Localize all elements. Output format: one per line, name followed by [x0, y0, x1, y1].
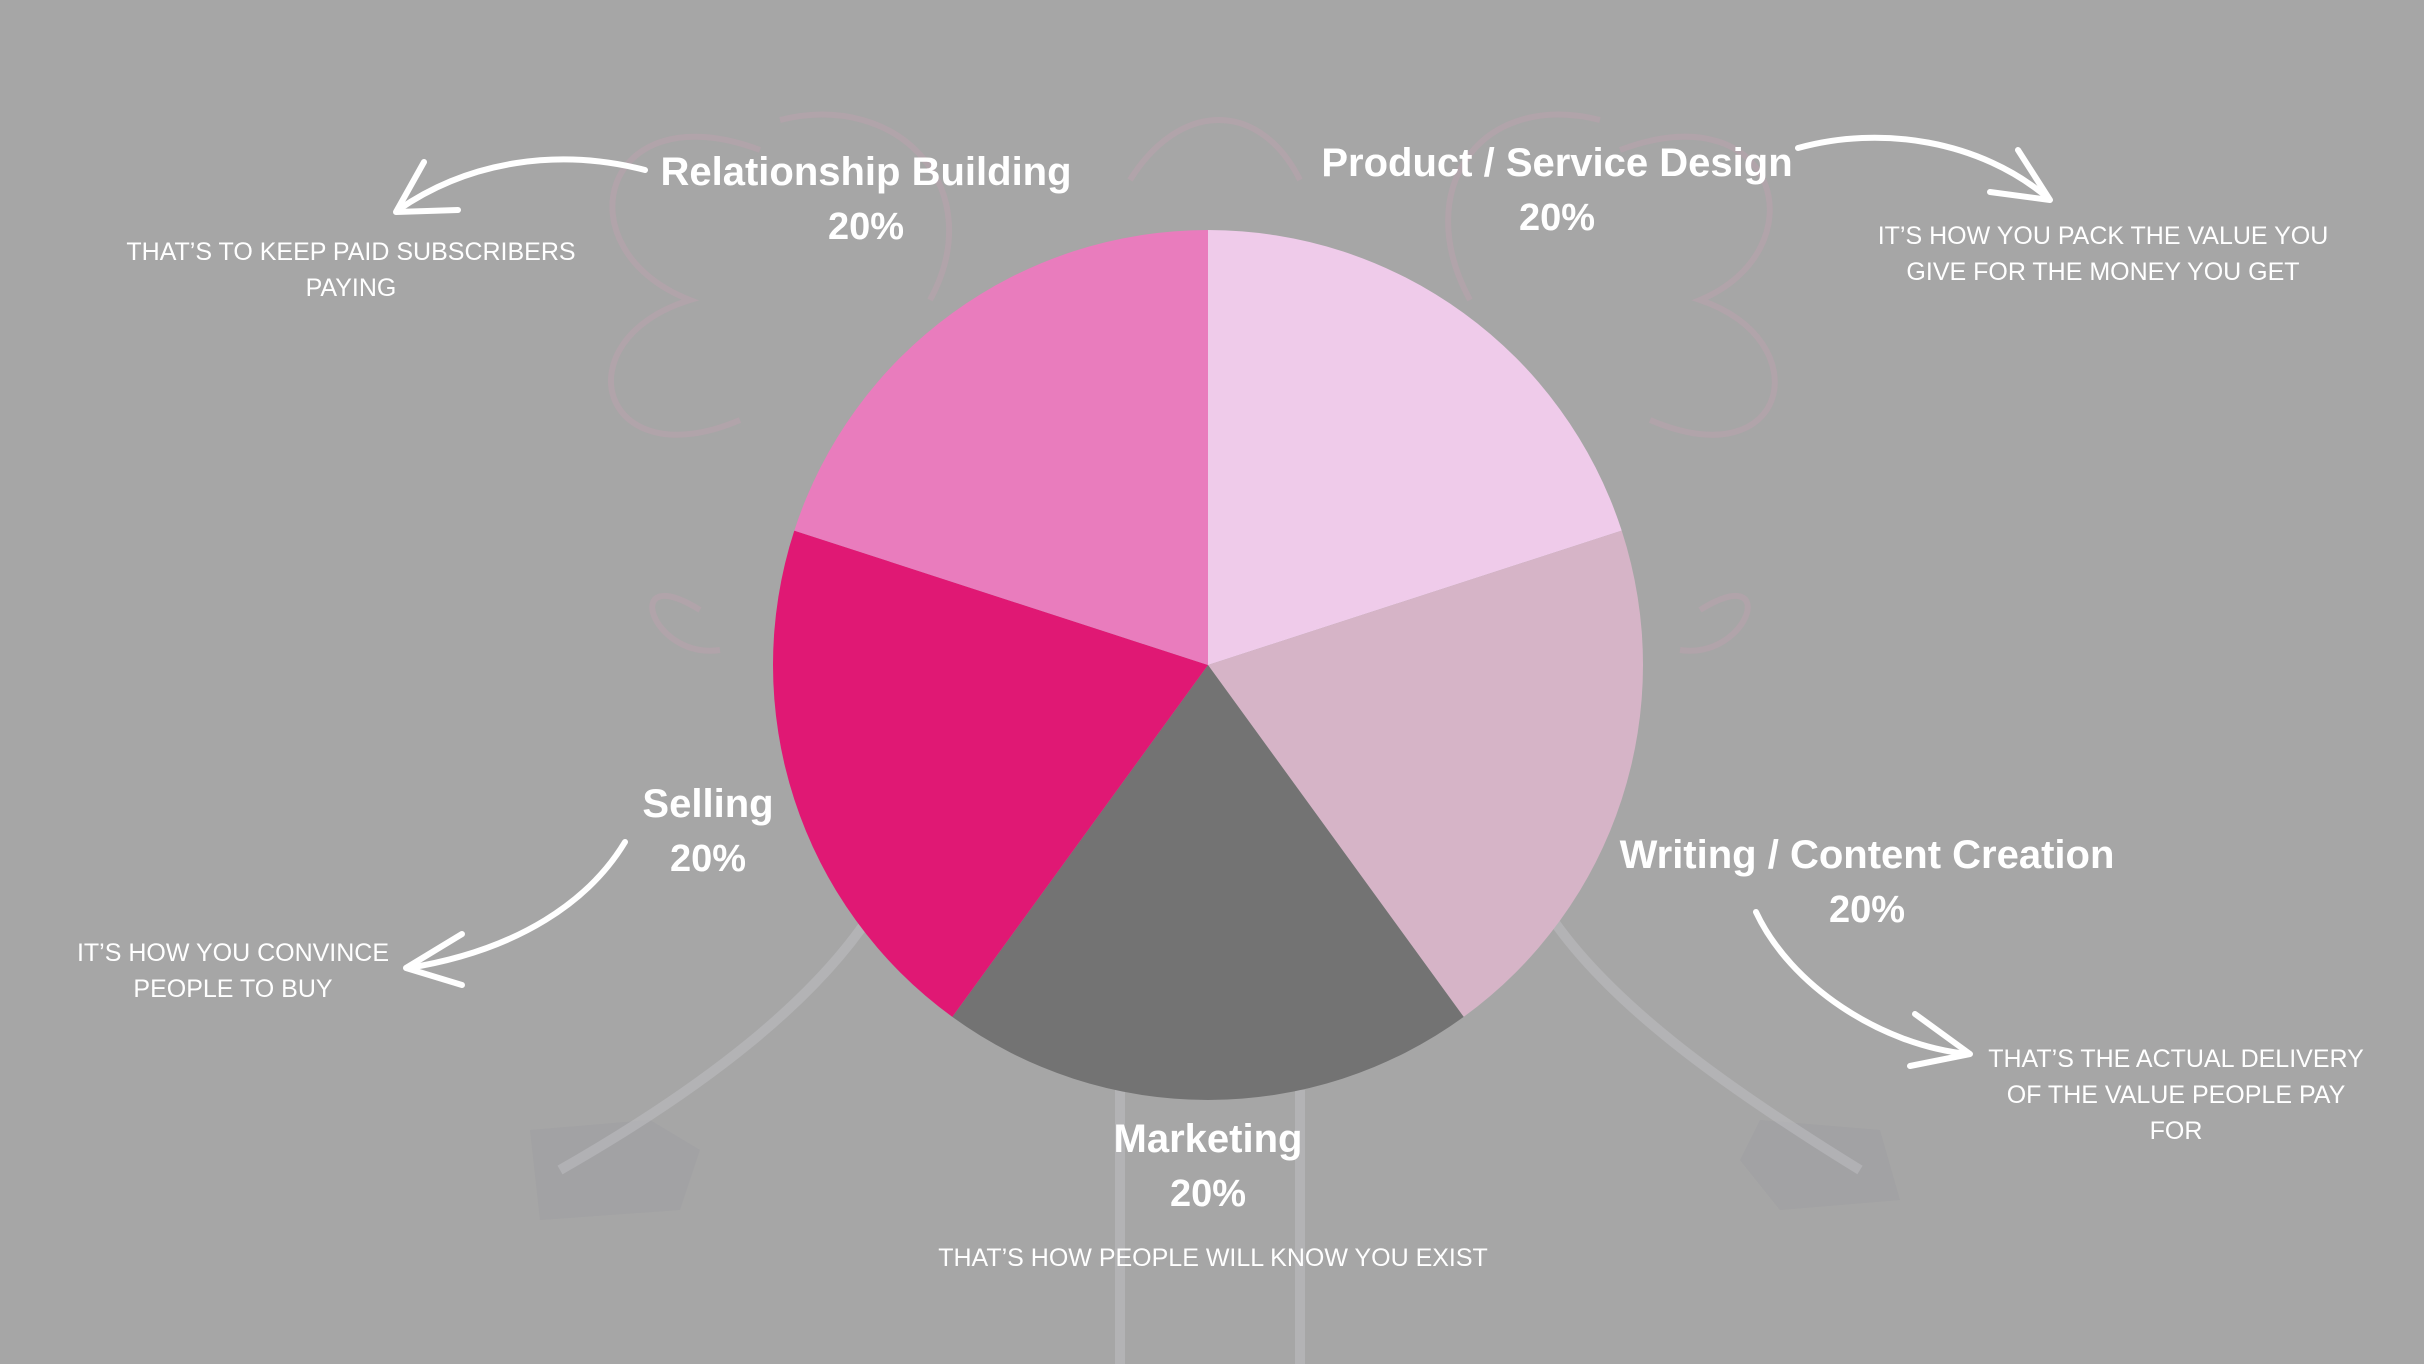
description-line: PAYING	[306, 274, 397, 302]
arrow-icon-relationship-building	[393, 156, 648, 215]
description-line: GIVE FOR THE MONEY YOU GET	[1906, 258, 2299, 286]
slice-label-writing: Writing / Content Creation 20%	[1620, 833, 2115, 931]
slice-label-value: 20%	[1170, 1173, 1246, 1215]
description-line: THAT’S TO KEEP PAID SUBSCRIBERS	[126, 238, 575, 266]
slice-label-value: 20%	[1829, 889, 1905, 931]
description-line: THAT’S HOW PEOPLE WILL KNOW YOU EXIST	[938, 1244, 1488, 1272]
description-line: IT’S HOW YOU PACK THE VALUE YOU	[1878, 222, 2329, 250]
description-line: PEOPLE TO BUY	[133, 975, 332, 1003]
pie-slice-writing	[1208, 530, 1643, 1017]
description-line: THAT’S THE ACTUAL DELIVERY	[1988, 1045, 2364, 1073]
description-product-design: IT’S HOW YOU PACK THE VALUE YOU GIVE FOR…	[1878, 222, 2329, 286]
description-selling: IT’S HOW YOU CONVINCE PEOPLE TO BUY	[77, 939, 389, 1003]
arrow-icon-writing	[1753, 909, 1973, 1069]
description-line: OF THE VALUE PEOPLE PAY	[2007, 1081, 2346, 1109]
pie-slice-product-design	[1208, 230, 1622, 665]
slice-label-marketing: Marketing 20%	[1114, 1117, 1303, 1215]
description-line: IT’S HOW YOU CONVINCE	[77, 939, 389, 967]
description-relationship-building: THAT’S TO KEEP PAID SUBSCRIBERS PAYING	[126, 238, 575, 302]
description-marketing: THAT’S HOW PEOPLE WILL KNOW YOU EXIST	[938, 1244, 1488, 1272]
slice-label-selling: Selling 20%	[642, 782, 773, 880]
slice-label-value: 20%	[828, 206, 904, 248]
slice-label-relationship-building: Relationship Building 20%	[660, 150, 1071, 248]
slice-label-name: Marketing	[1114, 1117, 1303, 1161]
pie-slice-relationship-building	[794, 230, 1208, 665]
annotation-arrows	[393, 134, 2053, 1069]
background-flower-illustration	[530, 111, 1900, 1364]
description-line: FOR	[2150, 1117, 2203, 1145]
pie-slices	[773, 230, 1643, 1101]
slice-label-name: Writing / Content Creation	[1620, 833, 2115, 877]
slice-label-name: Selling	[642, 782, 773, 826]
description-writing: THAT’S THE ACTUAL DELIVERY OF THE VALUE …	[1988, 1045, 2364, 1145]
arrow-icon-selling	[403, 839, 628, 988]
slice-label-value: 20%	[670, 838, 746, 880]
pie-slice-selling	[773, 530, 1208, 1017]
pie-slice-marketing	[952, 665, 1464, 1101]
arrow-icon-product-design	[1795, 134, 2053, 203]
slice-label-value: 20%	[1519, 197, 1595, 239]
slice-label-name: Relationship Building	[660, 150, 1071, 194]
slice-label-product-design: Product / Service Design 20%	[1321, 141, 1792, 239]
slice-label-name: Product / Service Design	[1321, 141, 1792, 185]
